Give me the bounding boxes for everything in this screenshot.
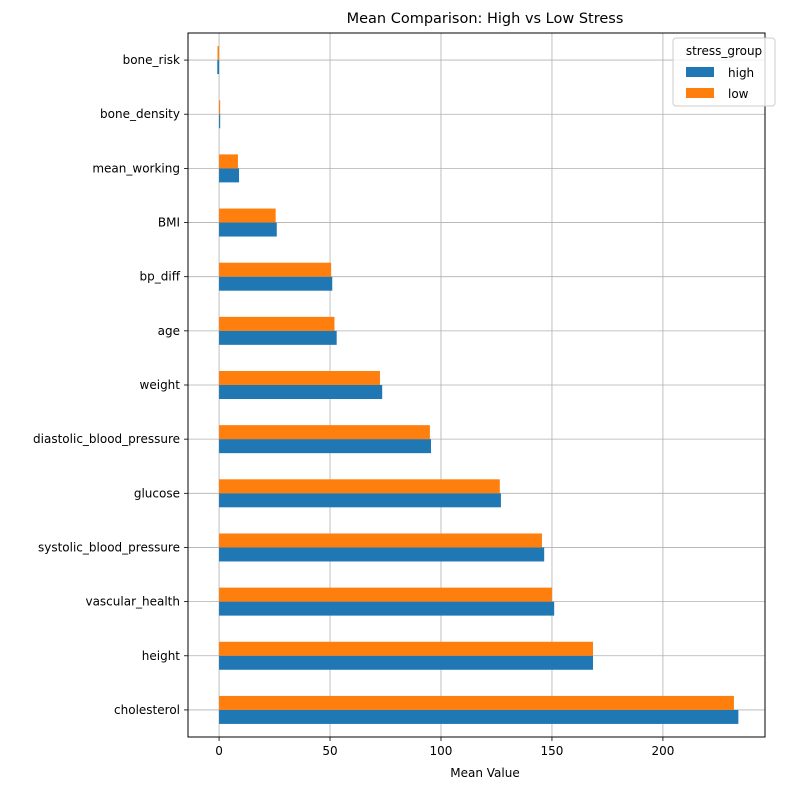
bar-high: [219, 655, 594, 670]
y-tick-label: age: [158, 324, 180, 338]
x-tick-label: 0: [215, 744, 223, 758]
bar-low: [219, 100, 221, 115]
y-tick-label: bone_density: [100, 107, 180, 121]
bar-low: [219, 371, 380, 385]
bar-high: [219, 114, 221, 129]
bar-low: [219, 695, 734, 710]
bar-high: [219, 222, 277, 237]
legend-swatch-high: [686, 67, 714, 77]
y-tick-label: height: [142, 649, 181, 663]
legend-title: stress_group: [686, 44, 762, 58]
x-tick-label: 50: [322, 744, 337, 758]
bar-high: [219, 439, 432, 454]
bar-high: [219, 493, 501, 508]
x-tick-label: 200: [651, 744, 674, 758]
bar-high: [219, 330, 337, 345]
bar-low: [219, 208, 276, 223]
bar-low: [219, 425, 430, 440]
y-tick-label: bp_diff: [140, 270, 181, 284]
bar-low: [217, 46, 220, 61]
y-tick-label: BMI: [158, 216, 180, 230]
bar-low: [219, 316, 335, 331]
y-tick-label: weight: [140, 378, 181, 392]
y-tick-label: cholesterol: [114, 703, 180, 717]
bar-low: [219, 154, 238, 169]
bar-high: [219, 385, 383, 399]
bars: [217, 46, 739, 724]
y-tick-label: systolic_blood_pressure: [38, 540, 180, 554]
bar-low: [219, 641, 594, 656]
legend-label-high: high: [728, 66, 754, 80]
legend: stress_group high low: [672, 37, 776, 107]
y-tick-label: diastolic_blood_pressure: [33, 432, 180, 446]
bar-low: [219, 479, 500, 494]
bar-low: [219, 533, 542, 548]
y-axis-ticks: cholesterol height vascular_health systolic…: [33, 53, 188, 717]
bar-high: [219, 547, 545, 562]
y-tick-label: glucose: [134, 486, 180, 500]
bar-high: [219, 601, 555, 616]
x-axis-label: Mean Value: [450, 766, 519, 780]
bar-low: [219, 587, 552, 602]
bar-high: [219, 168, 240, 183]
x-tick-label: 100: [430, 744, 453, 758]
y-tick-label: bone_risk: [123, 53, 180, 67]
x-axis-ticks: 0 50 100 150 200: [215, 737, 674, 758]
bar-high: [219, 276, 333, 291]
bar-low: [219, 262, 332, 277]
legend-swatch-low: [686, 88, 714, 98]
chart-title: Mean Comparison: High vs Low Stress: [347, 11, 624, 27]
x-tick-label: 150: [541, 744, 564, 758]
bar-high: [217, 60, 220, 75]
y-tick-label: vascular_health: [85, 595, 180, 609]
y-tick-label: mean_working: [92, 161, 180, 175]
legend-label-low: low: [728, 87, 749, 101]
bar-high: [219, 709, 739, 724]
